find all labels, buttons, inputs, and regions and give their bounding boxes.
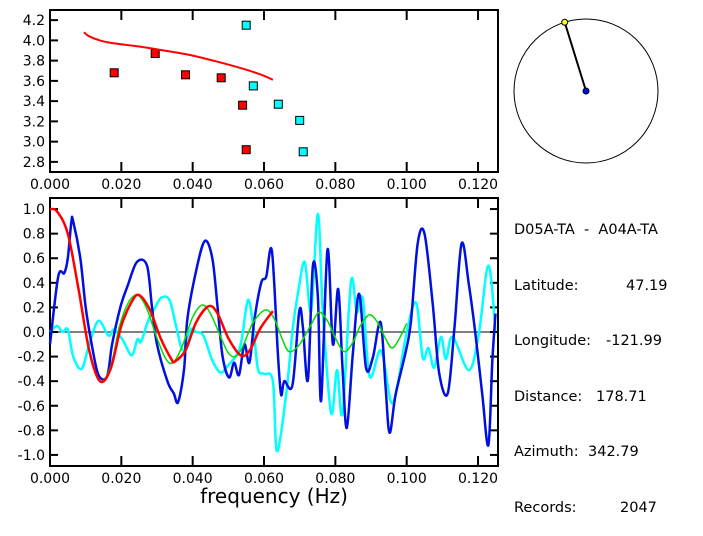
correlation-plot: 0.000 0.020 0.040 0.060 0.080 0.100 0.120 1.0 0.…: [18, 197, 499, 487]
records-label: Records:: [514, 499, 577, 516]
y-tick-label: 3.2: [23, 114, 45, 130]
red-points-marker: [238, 100, 248, 110]
x-tick-label: 0.100: [387, 471, 427, 487]
y-tick-label: 0.2: [23, 300, 45, 316]
longitude-value: -121.99: [606, 333, 662, 349]
station-pair: D05A-TA - A04A-TA: [514, 222, 658, 238]
series-red-curve: [83, 31, 274, 81]
distance-value: 178.71: [596, 388, 647, 405]
x-tick-label: 0.020: [101, 177, 141, 193]
x-tick-label: 0.120: [458, 471, 498, 487]
cyan-points-marker: [241, 20, 251, 30]
red-points-marker: [150, 49, 160, 58]
y-tick-label: 4.0: [23, 33, 45, 49]
y-tick-label: 1.0: [23, 202, 45, 218]
x-tick-label: 0.000: [30, 471, 70, 487]
y-tick-label: 0.8: [23, 227, 45, 243]
source-station-marker: [561, 18, 569, 26]
y-tick-label: -1.0: [18, 448, 45, 464]
x-tick-label: 0.040: [173, 471, 213, 487]
azimuth-compass: [513, 18, 659, 164]
y-tick-label: 3.0: [23, 135, 45, 151]
x-axis-title: frequency (Hz): [200, 484, 348, 508]
latitude-value: 47.19: [626, 277, 668, 294]
red-points-marker: [216, 73, 226, 83]
cyan-points-marker: [248, 81, 258, 91]
azimuth-value: 342.79: [588, 444, 639, 460]
y-tick-label: 0.4: [23, 276, 45, 292]
y-tick-label: 0.6: [23, 251, 45, 267]
x-tick-label: 0.120: [458, 177, 498, 193]
y-tick-label: 3.4: [23, 94, 45, 110]
x-tick-label: 0.040: [173, 177, 213, 193]
y-tick-label: -0.6: [18, 399, 45, 415]
cyan-points-marker: [298, 147, 308, 157]
y-tick-label: -0.8: [18, 423, 45, 439]
records-value: 2047: [620, 499, 657, 516]
figure: 0.000 0.020 0.040 0.060 0.080 0.100 0.120 2.8 3.…: [18, 9, 659, 508]
latitude-label: Latitude:: [514, 277, 579, 294]
station-info-panel: D05A-TA - A04A-TA Latitude: 47.19 Longitu…: [514, 184, 668, 536]
y-tick-label: 0.0: [23, 325, 45, 341]
x-tick-label: 0.080: [315, 177, 355, 193]
series-blue: [48, 215, 497, 447]
series-green: [49, 208, 408, 383]
y-tick-label: 3.8: [23, 54, 45, 70]
cyan-points-marker: [273, 99, 283, 109]
red-points-marker: [241, 145, 251, 155]
series-red: [49, 207, 274, 384]
y-tick-label: 3.6: [23, 74, 45, 90]
x-tick-label: 0.060: [244, 471, 284, 487]
distance-label: Distance:: [514, 388, 583, 405]
x-tick-label: 0.020: [101, 471, 141, 487]
y-tick-label: -0.4: [18, 374, 45, 390]
y-tick-label: 4.2: [23, 13, 45, 29]
longitude-label: Longitude:: [514, 333, 592, 349]
x-tick-label: 0.060: [244, 177, 284, 193]
dispersion-plot-frame: [49, 9, 499, 173]
compass-circle: [513, 18, 659, 164]
azimuth-label: Azimuth:: [514, 444, 579, 460]
dispersion-plot: 0.000 0.020 0.040 0.060 0.080 0.100 0.120 2.8 3.…: [23, 9, 499, 193]
receiver-station-marker: [582, 87, 590, 95]
x-tick-label: 0.080: [315, 471, 355, 487]
y-tick-label: -0.2: [18, 350, 45, 366]
y-tick-label: 2.8: [23, 155, 45, 171]
azimuth-needle: [563, 21, 587, 92]
red-points-marker: [109, 68, 119, 78]
cyan-points-marker: [295, 115, 305, 125]
x-tick-label: 0.100: [387, 177, 427, 193]
x-tick-label: 0.000: [30, 177, 70, 193]
red-points-marker: [181, 70, 190, 80]
